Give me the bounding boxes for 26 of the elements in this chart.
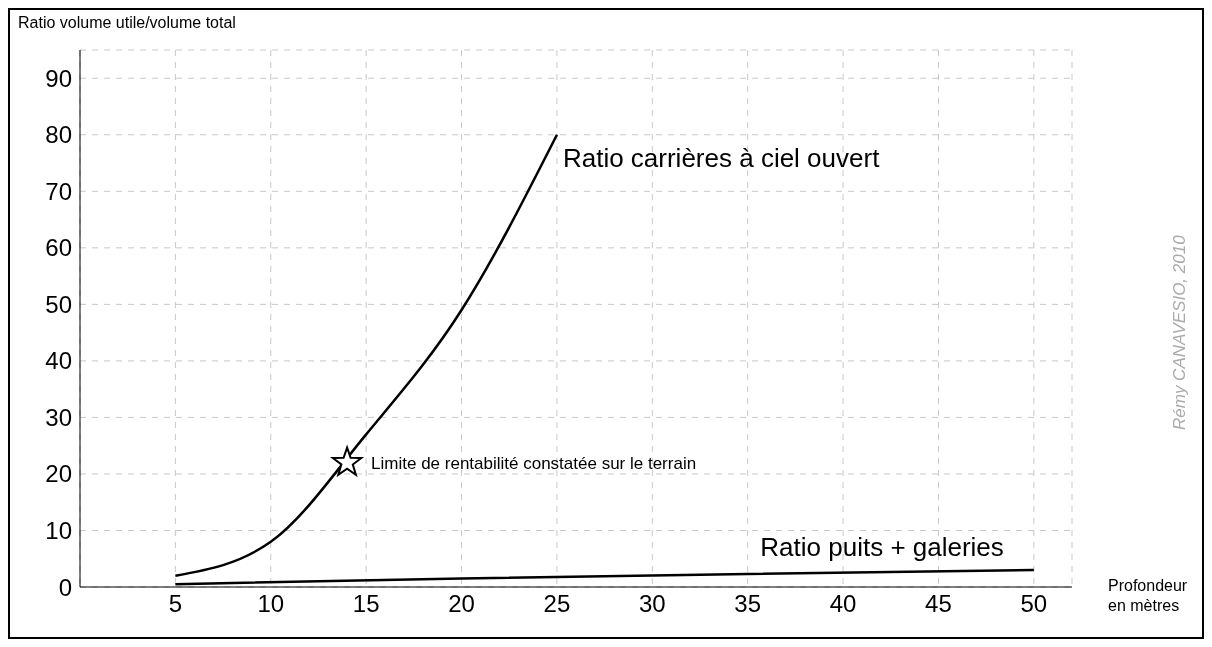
- series-label: Ratio carrières à ciel ouvert: [562, 142, 881, 173]
- x-tick-label: 15: [352, 590, 380, 618]
- y-axis-title: Ratio volume utile/volume total: [18, 14, 236, 32]
- x-tick-label: 40: [829, 590, 857, 618]
- annotation: Limite de rentabilité constatée sur le terrain: [371, 453, 697, 473]
- y-tick-label: 80: [45, 121, 72, 149]
- y-tick-label: 70: [45, 177, 72, 205]
- x-tick-label: 25: [543, 590, 571, 618]
- y-tick-label: 30: [45, 403, 72, 431]
- x-axis-title: Profondeur en mètres: [1108, 576, 1189, 616]
- y-tick-label: 10: [45, 516, 72, 544]
- x-tick-label: 50: [1020, 590, 1048, 618]
- y-tick-label: 40: [45, 347, 72, 375]
- x-tick-label: 20: [448, 590, 475, 618]
- y-tick-label: 0: [58, 573, 72, 601]
- x-tick-label: 30: [638, 590, 666, 618]
- y-tick-label: 50: [45, 290, 72, 318]
- y-tick-label: 60: [45, 234, 72, 262]
- x-tick-label: 10: [257, 590, 285, 618]
- series-label: Ratio puits + galeries: [760, 532, 1004, 563]
- x-tick-label: 45: [925, 590, 952, 618]
- x-tick-label: 5: [168, 590, 183, 618]
- text: Rémy CANAVESIO, 2010: [1170, 235, 1190, 430]
- x-tick-label: 35: [734, 590, 762, 618]
- y-tick-label: 20: [45, 460, 72, 488]
- y-tick-label: 90: [45, 64, 72, 92]
